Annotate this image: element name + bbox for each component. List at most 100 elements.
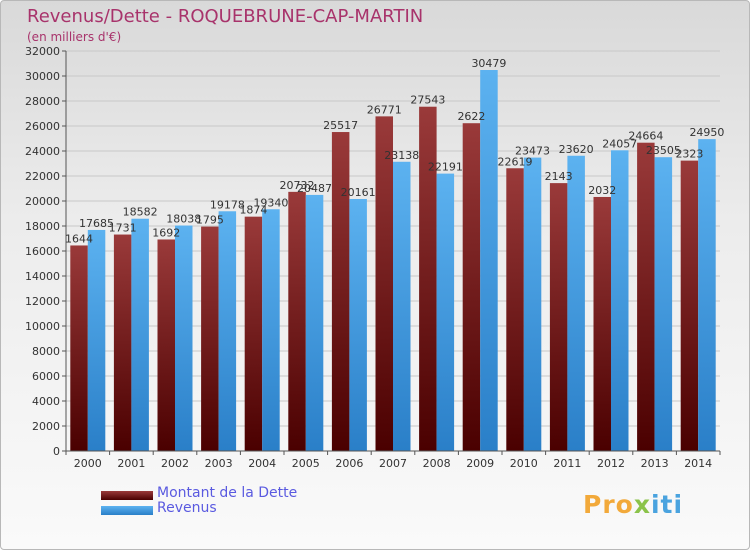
y-tick-label: 8000: [32, 345, 60, 358]
revenus-bar: [523, 157, 542, 451]
dette-value-label: 2032: [588, 184, 616, 197]
dette-value-label: 2323: [675, 148, 703, 161]
revenus-value-label: 24950: [689, 126, 724, 139]
revenus-bar: [218, 211, 237, 451]
y-tick-label: 16000: [25, 245, 60, 258]
revenus-value-label: 18582: [123, 206, 158, 219]
revenus-value-label: 18038: [166, 213, 201, 226]
legend-label-dette: Montant de la Dette: [157, 485, 298, 501]
dette-value-label: 2622: [457, 110, 485, 123]
revenus-bar: [262, 209, 280, 451]
y-tick-label: 12000: [25, 295, 60, 308]
y-tick-label: 6000: [32, 370, 60, 383]
dette-bar: [244, 216, 263, 451]
revenus-bar: [480, 70, 498, 451]
y-tick-label: 4000: [32, 395, 60, 408]
legend-swatch-revenus: [101, 506, 153, 515]
dette-bar: [549, 183, 568, 452]
revenus-bar: [175, 225, 193, 451]
dette-bar: [419, 106, 437, 452]
y-tick-label: 28000: [25, 95, 60, 108]
x-tick-label: 2008: [423, 457, 451, 470]
x-tick-label: 2009: [466, 457, 494, 470]
dette-value-label: 2143: [545, 170, 573, 183]
x-tick-label: 2014: [684, 457, 712, 470]
dette-value-label: 24664: [628, 130, 663, 143]
dette-bar: [113, 234, 132, 451]
dette-value-label: 25517: [323, 119, 358, 132]
revenus-bar: [131, 218, 149, 451]
dette-bar: [462, 123, 481, 452]
proxiti-logo: Proxiti: [583, 490, 683, 519]
y-tick-label: 24000: [25, 145, 60, 158]
legend-label-revenus: Revenus: [157, 500, 217, 516]
y-tick-label: 30000: [25, 70, 60, 83]
logo-part-1: Pro: [583, 490, 634, 519]
revenus-value-label: 23620: [559, 143, 594, 156]
revenus-value-label: 20161: [341, 186, 376, 199]
revenus-bar: [436, 173, 455, 452]
y-tick-label: 14000: [25, 270, 60, 283]
dette-bar: [506, 168, 524, 451]
x-tick-label: 2002: [161, 457, 189, 470]
y-tick-label: 20000: [25, 195, 60, 208]
revenus-value-label: 23505: [646, 144, 681, 157]
dette-bar: [288, 191, 306, 451]
y-tick-label: 32000: [25, 45, 60, 58]
revenus-value-label: 19340: [253, 196, 288, 209]
dette-bar: [70, 245, 88, 451]
dette-value-label: 27543: [410, 94, 445, 107]
x-tick-label: 2005: [292, 457, 320, 470]
dette-value-label: 1731: [109, 222, 137, 235]
revenus-bar: [567, 155, 585, 451]
dette-bar: [593, 196, 611, 451]
x-tick-label: 2007: [379, 457, 407, 470]
x-tick-label: 2003: [205, 457, 233, 470]
y-tick-label: 10000: [25, 320, 60, 333]
dette-value-label: 26771: [367, 103, 402, 116]
axes: 0 2000 4000 6000 8000 10000 12000 14000 16000 180…: [25, 45, 721, 470]
x-tick-label: 2001: [117, 457, 145, 470]
dette-bar: [637, 142, 655, 451]
x-tick-label: 2011: [553, 457, 581, 470]
revenus-bar: [305, 194, 324, 451]
y-tick-label: 22000: [25, 170, 60, 183]
y-tick-label: 18000: [25, 220, 60, 233]
dette-bar: [680, 160, 699, 452]
y-tick-label: 0: [53, 445, 60, 458]
dette-value-label: 1692: [152, 226, 180, 239]
revenus-value-label: 24057: [602, 137, 637, 150]
x-tick-label: 2006: [335, 457, 363, 470]
dette-bar: [331, 132, 350, 451]
y-tick-label: 26000: [25, 120, 60, 133]
dette-value-label: 1795: [196, 214, 224, 227]
revenus-value-label: 23138: [384, 149, 419, 162]
x-tick-label: 2010: [510, 457, 538, 470]
dette-bar: [157, 239, 175, 451]
revenus-value-label: 20487: [297, 182, 332, 195]
logo-part-2: x: [633, 490, 651, 519]
revenus-bar: [698, 139, 716, 451]
chart-title: Revenus/Dette - ROQUEBRUNE-CAP-MARTIN: [27, 6, 424, 27]
dette-value-label: 1874: [239, 204, 267, 217]
x-tick-label: 2012: [597, 457, 625, 470]
dette-bar: [375, 116, 393, 452]
x-tick-label: 2013: [641, 457, 669, 470]
revenus-bar: [87, 229, 106, 451]
dette-value-label: 22619: [498, 155, 533, 168]
chart-subtitle: (en milliers d'€): [27, 30, 122, 44]
x-tick-label: 2004: [248, 457, 276, 470]
legend-swatch-dette: [101, 491, 153, 500]
revenus-value-label: 22191: [428, 161, 463, 174]
dette-bar: [201, 226, 219, 451]
logo-part-3: iti: [650, 490, 684, 519]
revenus-value-label: 23473: [515, 145, 550, 158]
y-tick-label: 2000: [32, 420, 60, 433]
revenus-bar: [611, 150, 629, 451]
revenus-value-label: 17685: [79, 217, 114, 230]
x-tick-label: 2000: [74, 457, 102, 470]
dette-value-label: 20732: [280, 179, 315, 192]
